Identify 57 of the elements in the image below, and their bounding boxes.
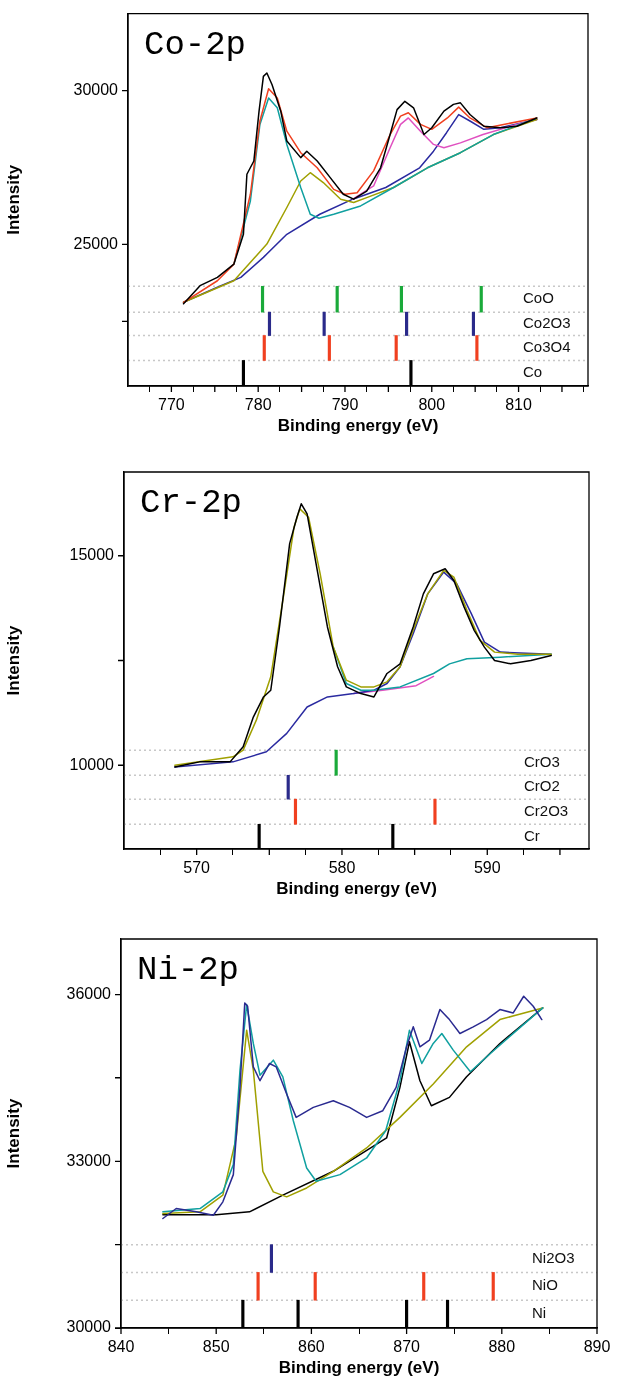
x-tick-label: 870 <box>393 1338 421 1356</box>
x-axis-title: Binding energy (eV) <box>276 879 437 899</box>
x-tick-label: 590 <box>473 859 501 877</box>
x-tick-label: 890 <box>583 1338 611 1356</box>
text: Cr <box>524 826 540 844</box>
bar <box>479 285 483 313</box>
x-tick-label: 780 <box>244 396 272 414</box>
x-tick-label: 790 <box>331 396 359 414</box>
text: Cr2O3 <box>524 801 569 819</box>
x-tick-label: 570 <box>183 859 211 877</box>
x-tick-label: 860 <box>298 1338 325 1356</box>
chart-title: Cr-2p <box>140 484 243 522</box>
y-axis-title: Intensity <box>3 1098 23 1169</box>
y-tick-label: 30000 <box>66 1318 112 1336</box>
bar <box>260 285 265 313</box>
y-tick-label: 15000 <box>69 546 115 564</box>
y-tick-label: 10000 <box>69 755 115 773</box>
chart-title: Ni-2p <box>137 951 240 989</box>
bar <box>286 774 290 800</box>
text: Ni <box>532 1304 547 1322</box>
text: Co <box>523 363 543 381</box>
bar <box>394 335 398 361</box>
text: Co2O3 <box>523 313 571 331</box>
text: NiO <box>532 1276 558 1294</box>
bar <box>335 285 339 313</box>
x-tick-label: 580 <box>328 859 356 877</box>
bar <box>327 335 331 361</box>
bar <box>267 311 272 336</box>
text: Co3O4 <box>523 338 571 356</box>
x-tick-label: 840 <box>107 1338 135 1356</box>
y-tick-label: 25000 <box>73 234 119 252</box>
x-tick-label: 770 <box>158 396 185 414</box>
text: CrO2 <box>524 777 560 795</box>
y-axis-title: Intensity <box>3 625 23 696</box>
bar <box>322 311 326 336</box>
bar <box>399 285 403 313</box>
text: CrO3 <box>524 752 560 770</box>
x-tick-label: 810 <box>505 396 533 414</box>
x-tick-label: 880 <box>488 1338 516 1356</box>
bar <box>471 311 476 336</box>
bar <box>433 798 437 825</box>
bar <box>293 798 298 825</box>
bar <box>262 335 266 361</box>
x-tick-label: 800 <box>418 396 446 414</box>
text: Ni2O3 <box>532 1248 575 1266</box>
y-tick-label: 33000 <box>66 1151 112 1169</box>
y-tick-label: 36000 <box>66 984 112 1002</box>
text: CoO <box>523 289 554 307</box>
x-axis-title: Binding energy (eV) <box>278 1358 440 1378</box>
x-axis-title: Binding energy (eV) <box>277 416 439 436</box>
bar <box>405 311 409 336</box>
bar <box>475 335 479 361</box>
chart-title: Co-2p <box>144 25 247 64</box>
x-tick-label: 850 <box>202 1338 230 1356</box>
bar <box>334 749 338 776</box>
y-axis-title: Intensity <box>3 164 23 235</box>
y-tick-label: 30000 <box>73 80 119 98</box>
